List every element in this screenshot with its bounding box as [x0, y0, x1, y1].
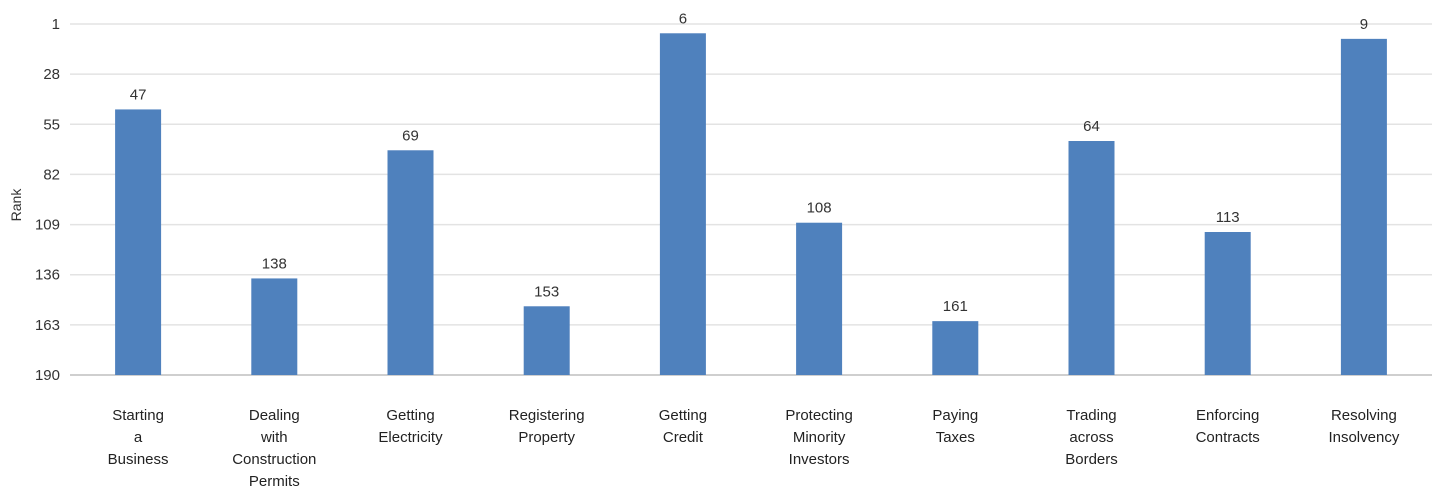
bar [387, 150, 434, 375]
category-label-line: Permits [249, 473, 300, 490]
bar [1068, 141, 1115, 375]
data-label: 153 [534, 283, 559, 300]
bar [251, 278, 298, 375]
bar [523, 306, 570, 375]
category-label: Dealing with Construction Permits [232, 407, 316, 490]
data-label: 161 [943, 298, 968, 315]
category-label-line: Business [108, 451, 169, 468]
data-label: 138 [262, 255, 287, 272]
category-label: Enforcing Contracts [1196, 407, 1260, 446]
y-tick-label: 190 [35, 367, 60, 384]
category-label-line: with [260, 429, 288, 446]
category-label-line: Insolvency [1328, 429, 1399, 446]
y-tick-label: 82 [43, 166, 60, 183]
category-label: Paying Taxes [932, 407, 978, 446]
bar [115, 109, 162, 375]
category-labels: Starting a Business Dealing with Construction… [108, 407, 1400, 490]
category-label-line: Getting [386, 407, 434, 424]
category-label: Resolving Insolvency [1328, 407, 1399, 446]
category-label-line: Registering [509, 407, 585, 424]
y-axis-title: Rank [8, 188, 24, 222]
y-tick-label: 163 [35, 317, 60, 334]
category-label-line: Protecting [785, 407, 853, 424]
bar [659, 33, 706, 376]
bar [796, 222, 843, 375]
category-label-line: Starting [112, 407, 164, 424]
category-label-line: Getting [659, 407, 707, 424]
category-label-line: Credit [663, 429, 704, 446]
data-label: 47 [130, 86, 147, 103]
category-label-line: Paying [932, 407, 978, 424]
y-tick-label: 1 [52, 16, 60, 33]
category-label-line: Construction [232, 451, 316, 468]
category-label-line: Enforcing [1196, 407, 1259, 424]
category-label-line: Electricity [378, 429, 443, 446]
data-label: 6 [679, 10, 687, 27]
bars [115, 33, 1387, 376]
y-tick-label: 28 [43, 66, 60, 83]
category-label: Getting Credit [659, 407, 707, 446]
bar [932, 321, 979, 375]
category-label-line: Minority [793, 429, 846, 446]
category-label-line: Dealing [249, 407, 300, 424]
data-label: 64 [1083, 118, 1100, 135]
y-axis-ticks: 1 28 55 82 109 136 163 190 [35, 16, 60, 384]
y-tick-label: 55 [43, 116, 60, 133]
category-label: Getting Electricity [378, 407, 443, 446]
y-tick-label: 136 [35, 267, 60, 284]
category-label-line: Investors [789, 451, 850, 468]
bar [1340, 38, 1387, 375]
category-label-line: Borders [1065, 451, 1118, 468]
bar [1204, 232, 1251, 375]
category-label-line: Resolving [1331, 407, 1397, 424]
category-label-line: Contracts [1196, 429, 1260, 446]
category-label-line: Trading [1066, 407, 1116, 424]
category-label-line: Property [518, 429, 575, 446]
category-label: Protecting Minority Investors [785, 407, 853, 468]
data-label: 9 [1360, 16, 1368, 33]
category-label-line: across [1069, 429, 1113, 446]
category-label: Registering Property [509, 407, 585, 446]
data-label: 108 [807, 200, 832, 217]
category-label: Trading across Borders [1065, 407, 1118, 468]
data-label: 69 [402, 127, 419, 144]
data-label: 113 [1216, 209, 1240, 226]
category-label-line: a [134, 429, 143, 446]
data-labels: 47 138 69 153 6 108 161 64 113 9 [130, 10, 1368, 315]
y-tick-label: 109 [35, 217, 60, 234]
category-label: Starting a Business [108, 407, 169, 468]
category-label-line: Taxes [936, 429, 975, 446]
